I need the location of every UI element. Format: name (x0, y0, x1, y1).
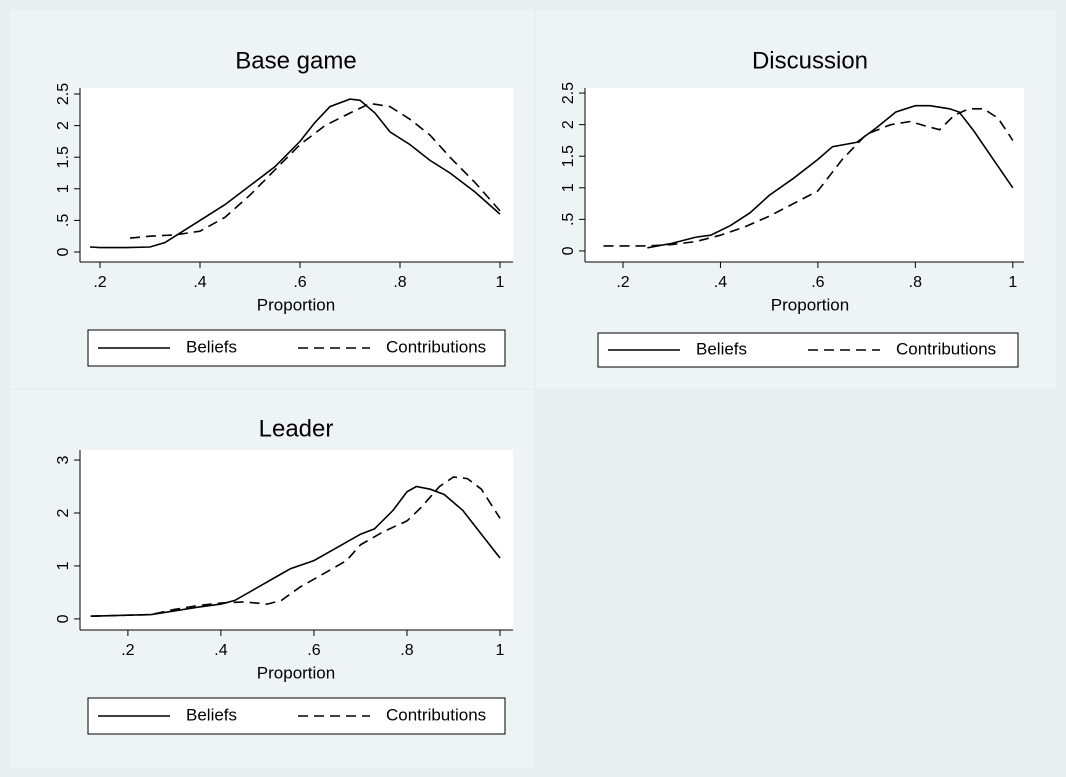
series-line (647, 104, 1014, 249)
chart-title: Leader (259, 415, 334, 442)
x-tick-label: .2 (93, 274, 106, 291)
x-tick-label: .6 (307, 642, 320, 659)
chart-title: Discussion (752, 47, 868, 74)
x-tick-label: 1 (1008, 274, 1017, 291)
y-tick-label: 3 (55, 456, 72, 465)
x-tick-label: .8 (400, 642, 413, 659)
x-tick-label: .6 (811, 274, 824, 291)
x-axis-label: Proportion (771, 295, 849, 314)
y-tick-label: 2.5 (55, 83, 72, 105)
chart-title: Base game (235, 47, 356, 74)
y-tick-label: .5 (560, 213, 577, 226)
y-tick-label: .5 (55, 214, 72, 227)
y-tick-label: 1.5 (560, 145, 577, 167)
series-line (89, 98, 501, 249)
legend-label: Contributions (896, 339, 996, 358)
series-line (603, 108, 1014, 247)
x-tick-label: 1 (496, 274, 505, 291)
y-tick-label: 1 (560, 183, 577, 192)
x-axis-label: Proportion (257, 295, 335, 314)
y-tick-label: 1 (55, 561, 72, 570)
series-line (90, 485, 501, 617)
legend-label: Beliefs (186, 337, 237, 356)
y-tick-label: 1.5 (55, 146, 72, 168)
y-tick-label: 2 (560, 120, 577, 129)
plot-area (585, 88, 1024, 262)
x-tick-label: .2 (616, 274, 629, 291)
x-tick-label: .6 (293, 274, 306, 291)
x-tick-label: 1 (496, 642, 505, 659)
y-tick-label: 2 (55, 508, 72, 517)
y-tick-label: 0 (55, 614, 72, 623)
x-tick-label: .8 (393, 274, 406, 291)
x-tick-label: .4 (214, 642, 227, 659)
x-axis-label: Proportion (257, 663, 335, 682)
legend-label: Beliefs (186, 705, 237, 724)
y-tick-label: 1 (55, 184, 72, 193)
y-tick-label: 0 (55, 247, 72, 256)
legend-label: Contributions (386, 337, 486, 356)
x-tick-label: .2 (121, 642, 134, 659)
x-tick-label: .4 (714, 274, 727, 291)
plot-area (80, 450, 513, 630)
legend-label: Contributions (386, 705, 486, 724)
x-tick-label: .4 (193, 274, 206, 291)
series-line (90, 476, 501, 617)
plot-area (80, 88, 513, 262)
legend-label: Beliefs (696, 339, 747, 358)
y-tick-label: 2 (55, 121, 72, 130)
y-tick-label: 0 (560, 246, 577, 255)
x-tick-label: .8 (909, 274, 922, 291)
y-tick-label: 2.5 (560, 82, 577, 104)
